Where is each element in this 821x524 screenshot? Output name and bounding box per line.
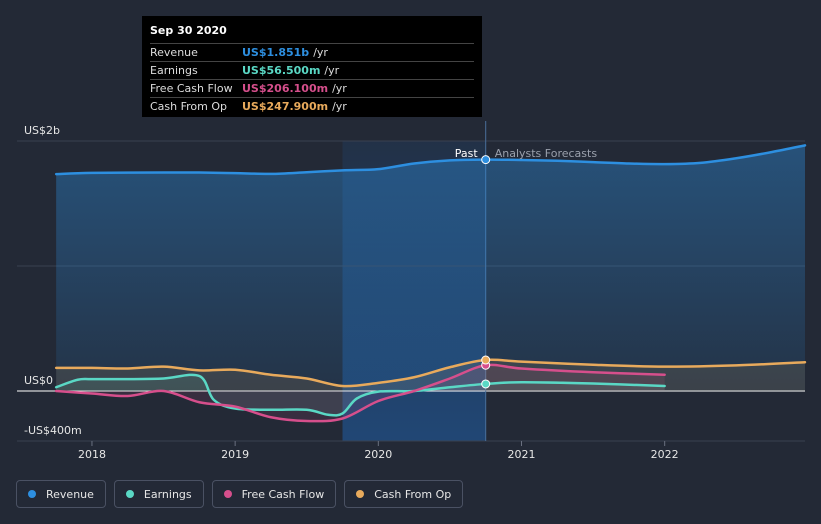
series-area-revenue [56,145,805,391]
legend: Revenue Earnings Free Cash Flow Cash Fro… [16,480,464,508]
series-line-revenue [54,144,807,176]
y-tick-label: US$2b [24,124,60,137]
tooltip-unit: /yr [324,64,340,77]
tooltip-value: US$1.851b [242,46,310,59]
series-line-free-cash-flow [54,363,666,423]
series-lines [54,144,807,423]
legend-label: Earnings [143,487,192,501]
series-area-earnings [56,374,665,416]
tooltip-row-cash-from-op: Cash From Op US$247.900m /yr [150,97,474,115]
tooltip-row-revenue: Revenue US$1.851b /yr [150,43,474,61]
legend-label: Revenue [46,487,94,501]
marker-earnings [481,379,491,389]
legend-dot-icon [356,490,365,498]
tooltip-unit: /yr [332,82,347,95]
y-tick-label: -US$400m [24,424,82,437]
marker-revenue [481,155,491,165]
tooltip: Sep 30 2020 Revenue US$1.851b /yr Earnin… [142,16,482,117]
legend-item-earnings[interactable]: Earnings [113,480,204,508]
x-tick-label: 2022 [651,448,679,461]
legend-dot-icon [125,490,134,498]
tooltip-value: US$247.900m [242,100,329,113]
series-line-cash-from-op [54,358,807,388]
tooltip-label: Earnings [150,64,198,77]
legend-label: Free Cash Flow [241,487,325,501]
tooltip-value: US$56.500m [242,64,321,77]
tooltip-date: Sep 30 2020 [150,24,227,37]
x-tick-label: 2018 [78,448,106,461]
legend-label: Cash From Op [374,487,452,501]
marker-cash-from-op [481,355,491,365]
x-tick-label: 2021 [508,448,536,461]
y-ticks: US$2b US$0 -US$400m [24,124,82,437]
forecast-label: Analysts Forecasts [495,147,598,160]
y-tick-label: US$0 [24,374,53,387]
series-area-free-cash-flow [56,364,665,422]
markers [481,155,491,389]
series-fills [56,145,805,422]
legend-item-revenue[interactable]: Revenue [16,480,106,508]
tooltip-unit: /yr [313,46,328,59]
legend-dot-icon [223,490,232,498]
tooltip-label: Cash From Op [150,100,228,113]
x-tick-label: 2019 [221,448,249,461]
tooltip-label: Revenue [150,46,198,59]
x-tick-label: 2020 [364,448,392,461]
tooltip-row-free-cash-flow: Free Cash Flow US$206.100m /yr [150,79,474,97]
tooltip-value: US$206.100m [242,82,329,95]
tooltip-label: Free Cash Flow [150,82,233,95]
past-label: Past [455,147,479,160]
legend-item-free-cash-flow[interactable]: Free Cash Flow [211,480,337,508]
tooltip-unit: /yr [332,100,347,113]
legend-dot-icon [28,490,36,498]
tooltip-row-earnings: Earnings US$56.500m /yr [150,61,474,79]
legend-item-cash-from-op[interactable]: Cash From Op [344,480,464,508]
x-ticks: 2018 2019 2020 2021 2022 [78,441,679,461]
